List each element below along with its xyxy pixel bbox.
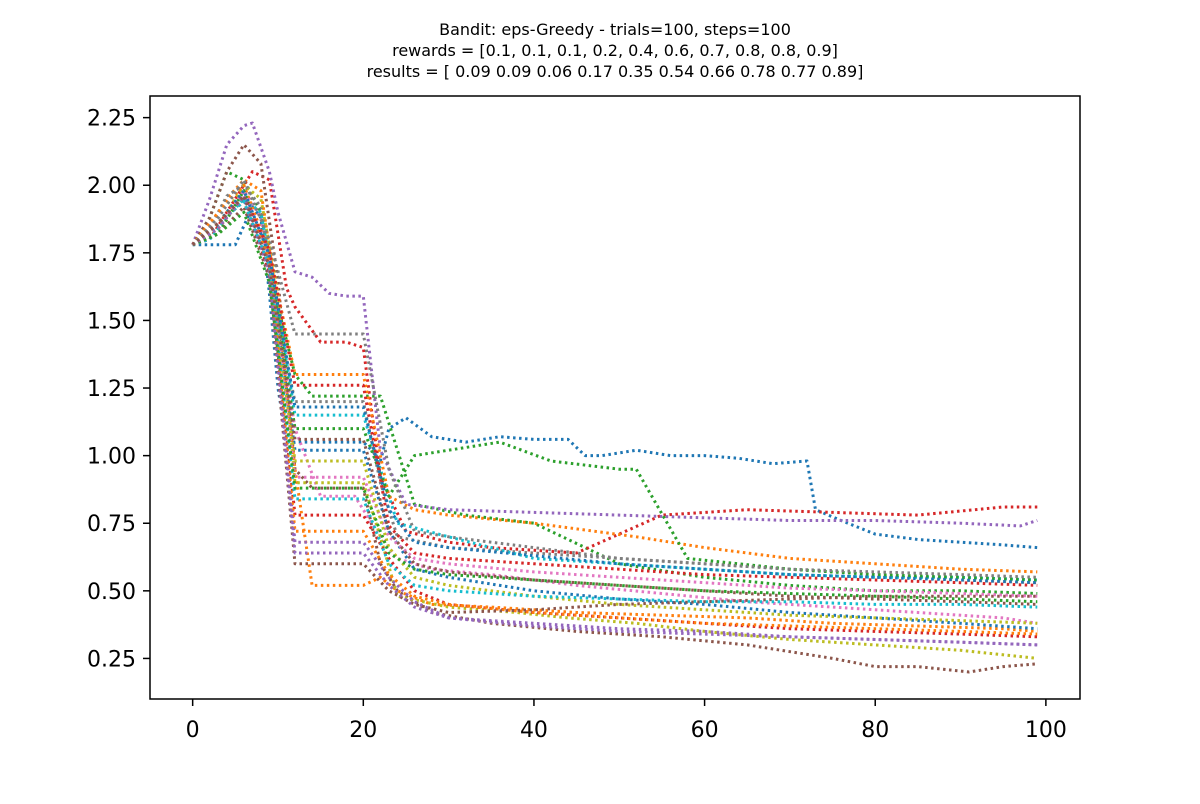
series-layer [191, 121, 1038, 674]
y-tick-label: 0.25 [87, 647, 136, 672]
y-tick-label: 1.00 [87, 445, 136, 470]
series-line-24 [191, 194, 1038, 587]
series-line-10 [192, 197, 1038, 582]
series-line-3 [191, 170, 1038, 595]
y-tick-label: 2.25 [87, 107, 136, 132]
x-tick-label: 40 [520, 718, 548, 743]
chart-title-line-3: results = [ 0.09 0.09 0.06 0.17 0.35 0.5… [367, 62, 864, 81]
y-tick-label: 1.50 [87, 309, 136, 334]
x-axis: 0 20 40 60 80 100 [186, 699, 1067, 743]
series-line-20 [191, 200, 1038, 609]
series-line-26 [191, 194, 1038, 606]
series-line-8 [191, 183, 1038, 585]
y-tick-label: 0.75 [87, 512, 136, 537]
series-line-5 [191, 121, 1038, 528]
series-line-2 [191, 178, 1038, 633]
y-axis: 0.25 0.50 0.75 1.00 1.25 1.50 1.75 2.00 2.25 [87, 107, 150, 672]
series-line-13 [192, 189, 1038, 582]
series-line-22 [191, 194, 1038, 636]
x-tick-label: 100 [1025, 718, 1067, 743]
series-line-1 [192, 205, 1038, 550]
x-tick-label: 20 [349, 718, 377, 743]
x-tick-label: 80 [861, 718, 889, 743]
series-line-21 [191, 189, 1038, 585]
y-tick-label: 0.50 [87, 580, 136, 605]
series-line-14 [191, 200, 1038, 639]
series-line-23 [192, 210, 1038, 604]
chart-title-line-2: rewards = [0.1, 0.1, 0.1, 0.2, 0.4, 0.6,… [392, 41, 838, 60]
series-line-9 [191, 183, 1038, 660]
y-tick-label: 1.75 [87, 242, 136, 267]
series-line-18 [191, 178, 1038, 579]
series-line-4 [192, 170, 1038, 555]
y-tick-label: 2.00 [87, 174, 136, 199]
chart-title-line-1: Bandit: eps-Greedy - trials=100, steps=1… [439, 20, 791, 39]
series-line-25 [191, 194, 1038, 647]
series-line-17 [191, 189, 1038, 598]
y-tick-label: 1.25 [87, 377, 136, 402]
x-tick-label: 0 [186, 718, 200, 743]
plot-frame [149, 95, 1081, 700]
x-tick-label: 60 [691, 718, 719, 743]
